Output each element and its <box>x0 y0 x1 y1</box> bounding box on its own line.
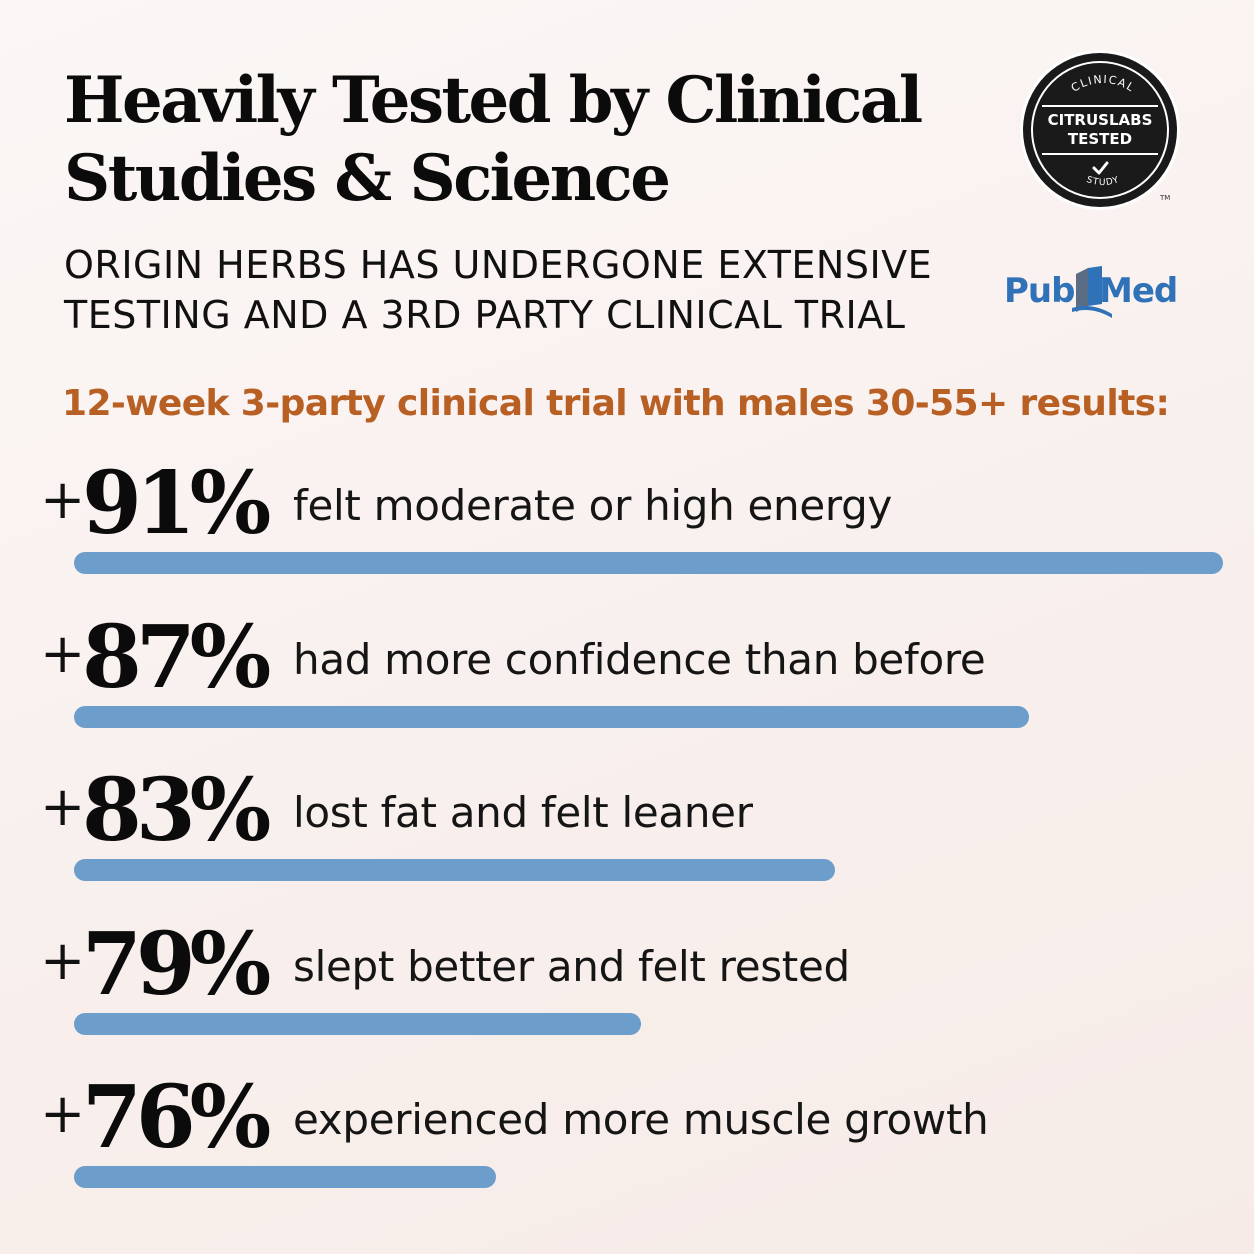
result-category-label: experienced more muscle growth <box>293 1095 989 1144</box>
page-title-line-2: Studies & Science <box>64 141 671 216</box>
page-title-line-1: Heavily Tested by Clinical <box>64 63 923 138</box>
result-bar <box>74 705 1029 728</box>
result-row: +83% lost fat and felt leaner <box>0 763 1254 893</box>
result-category-label: lost fat and felt leaner <box>293 788 753 837</box>
pubmed-part-2: Med <box>1099 271 1177 311</box>
result-category-label: felt moderate or high energy <box>293 481 893 530</box>
result-value-label: 87% <box>82 606 271 708</box>
pubmed-book-icon: Pub Med <box>1004 266 1178 318</box>
pubmed-logo: Pub Med <box>1002 262 1202 320</box>
result-bar <box>74 859 835 881</box>
result-plus-sign: + <box>40 1082 86 1145</box>
result-row: +87% had more confidence than before <box>0 606 1254 740</box>
result-row: +79% slept better and felt rested <box>0 913 1254 1047</box>
trial-caption: 12-week 3-party clinical trial with male… <box>62 383 1170 424</box>
result-value-label: 76% <box>82 1067 271 1168</box>
page-subtitle: ORIGIN HERBS HAS UNDERGONE EXTENSIVE TES… <box>64 240 932 340</box>
page-title: Heavily Tested by Clinical Studies & Sci… <box>64 62 964 218</box>
badge-line-2: TESTED <box>1068 130 1132 148</box>
result-bar <box>74 552 1223 574</box>
badge-bottom-text: STUDY <box>1085 175 1120 188</box>
result-category-label: had more confidence than before <box>293 634 986 684</box>
result-value-label: 91% <box>82 453 271 554</box>
result-category-label: slept better and felt rested <box>293 941 850 991</box>
result-row: +76% experienced more muscle growth <box>0 1070 1254 1200</box>
result-row: +91% felt moderate or high energy <box>0 456 1254 586</box>
result-plus-sign: + <box>40 775 86 838</box>
svg-text:STUDY: STUDY <box>1085 175 1121 188</box>
badge-trademark: TM <box>1159 194 1170 202</box>
result-plus-sign: + <box>40 621 86 685</box>
result-bar <box>74 1166 496 1188</box>
page-subtitle-line-1: ORIGIN HERBS HAS UNDERGONE EXTENSIVE <box>64 243 933 287</box>
page-subtitle-line-2: TESTING AND A 3RD PARTY CLINICAL TRIAL <box>64 293 906 337</box>
result-value-label: 79% <box>82 913 271 1015</box>
badge-check-icon <box>1092 161 1109 175</box>
result-value-label: 83% <box>82 760 271 861</box>
pubmed-part-1: Pub <box>1004 271 1074 311</box>
result-plus-sign: + <box>40 928 86 992</box>
result-bar <box>74 1012 641 1035</box>
badge-seal-icon: CLINICAL CITRUSLABS TESTED STUDY TM <box>1020 50 1180 210</box>
result-plus-sign: + <box>40 468 86 531</box>
citruslabs-tested-badge: CLINICAL CITRUSLABS TESTED STUDY TM <box>1018 48 1188 218</box>
badge-line-1: CITRUSLABS <box>1048 111 1153 129</box>
